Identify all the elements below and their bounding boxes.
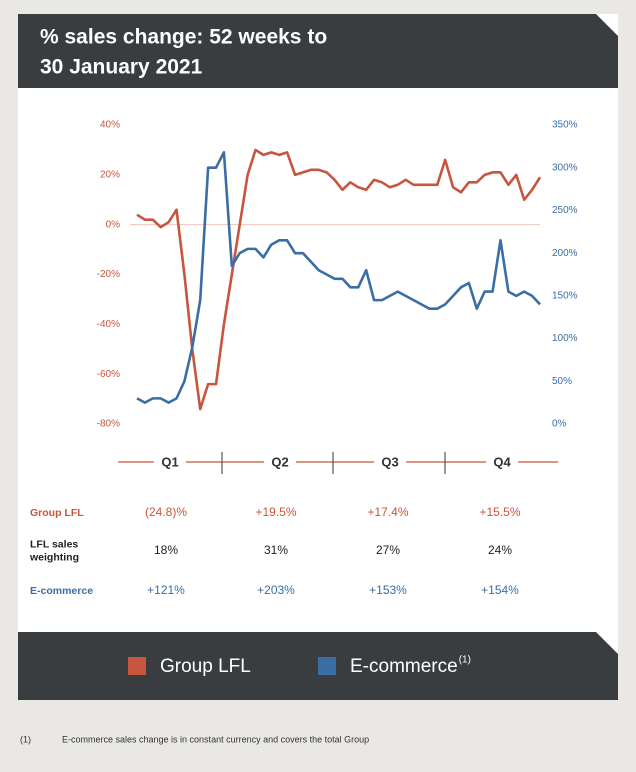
y-tick-label: -60%	[97, 369, 120, 380]
y2-tick-label: 100%	[552, 333, 578, 344]
table-cell: +19.5%	[255, 505, 296, 519]
y2-tick-label: 200%	[552, 248, 578, 259]
quarter-label-bg	[154, 454, 186, 470]
table-cell: 31%	[264, 543, 288, 557]
footnote-text: E-commerce sales change is in constant c…	[62, 734, 369, 744]
y-tick-label: 40%	[100, 120, 120, 131]
y-tick-label: -20%	[97, 269, 120, 280]
table-cell: +15.5%	[479, 505, 520, 519]
table-cell: 18%	[154, 543, 178, 557]
table-cell: +153%	[369, 583, 407, 597]
legend-swatch	[128, 657, 146, 675]
y-tick-label: -40%	[97, 319, 120, 330]
table-cell: +203%	[257, 583, 295, 597]
y-tick-label: 20%	[100, 169, 120, 180]
row-label: E-commerce	[30, 585, 93, 597]
chart-title: % sales change: 52 weeks to	[40, 26, 327, 49]
row-label: LFL sales	[30, 538, 78, 550]
table-cell: +154%	[481, 583, 519, 597]
table-cell: +17.4%	[367, 505, 408, 519]
footnote-marker: (1)	[20, 734, 31, 744]
quarter-label-bg	[264, 454, 296, 470]
legend-footnote-ref: (1)	[459, 655, 471, 666]
legend-label: Group LFL	[160, 656, 251, 677]
quarter-label-bg	[486, 454, 518, 470]
row-label: weighting	[29, 551, 79, 563]
quarter-label: Q1	[161, 454, 178, 469]
panel	[18, 14, 618, 700]
table-cell: 27%	[376, 543, 400, 557]
y2-tick-label: 300%	[552, 162, 578, 173]
table-cell: (24.8)%	[145, 505, 187, 519]
row-label: Group LFL	[30, 507, 84, 519]
table-cell: +121%	[147, 583, 185, 597]
y2-tick-label: 0%	[552, 419, 567, 430]
header	[18, 14, 618, 88]
legend-swatch	[318, 657, 336, 675]
quarter-label: Q4	[493, 454, 511, 469]
y2-tick-label: 250%	[552, 205, 578, 216]
quarter-label-bg	[374, 454, 406, 470]
y2-tick-label: 50%	[552, 376, 572, 387]
y2-tick-label: 150%	[552, 290, 578, 301]
legend-label: E-commerce	[350, 656, 458, 677]
y-tick-label: 0%	[106, 219, 121, 230]
quarter-label: Q3	[381, 454, 398, 469]
series-line	[136, 148, 542, 411]
y2-tick-label: 350%	[552, 120, 578, 131]
chart-title: 30 January 2021	[40, 56, 203, 79]
series-line	[136, 151, 541, 404]
y-tick-label: -80%	[97, 419, 120, 430]
table-cell: 24%	[488, 543, 512, 557]
quarter-label: Q2	[271, 454, 288, 469]
